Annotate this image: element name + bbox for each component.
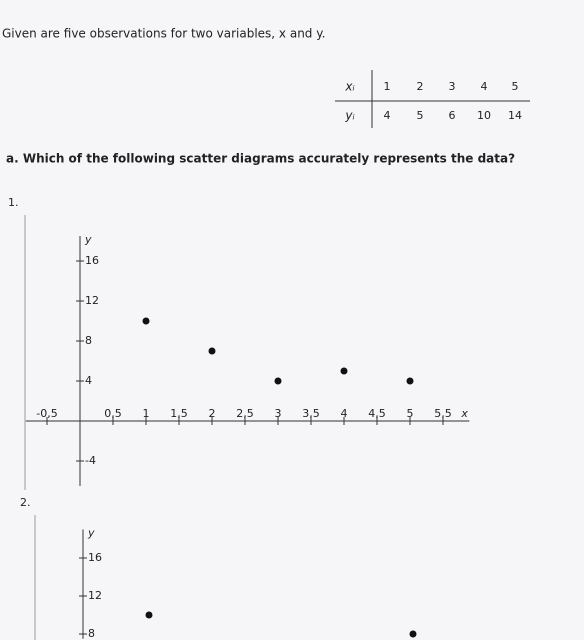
- option-label: 1.: [8, 196, 19, 209]
- x-tick-label: 5: [407, 407, 414, 420]
- point: [145, 611, 153, 619]
- point: [274, 377, 282, 385]
- x-tick-label: 4: [341, 407, 348, 420]
- y-tick-label: 4: [85, 374, 92, 387]
- x-tick-label: 0,5: [104, 407, 122, 420]
- point: [406, 377, 414, 385]
- y-tick-label: 8: [88, 627, 95, 640]
- x-tick-label: 3,5: [302, 407, 320, 420]
- y-tick-label: 12: [88, 589, 102, 602]
- x-tick-label: 4,5: [368, 407, 386, 420]
- table-cell: 2: [417, 80, 424, 93]
- x-tick-label: 3: [275, 407, 282, 420]
- point: [409, 630, 417, 638]
- point: [142, 317, 150, 325]
- y-axis-label: y: [87, 527, 95, 540]
- x-tick-label: 1: [143, 407, 150, 420]
- y-tick-label: 16: [85, 254, 99, 267]
- x-tick-label: 1,5: [170, 407, 188, 420]
- x-axis-label: x: [460, 407, 468, 420]
- intro-text: Given are five observations for two vari…: [2, 27, 325, 41]
- point: [340, 367, 348, 375]
- table-cell: 5: [512, 80, 519, 93]
- table-cell: 4: [481, 80, 488, 93]
- row-label: yᵢ: [344, 109, 354, 123]
- y-tick-label: 12: [85, 294, 99, 307]
- table-cell: 4: [384, 109, 391, 122]
- option-label: 2.: [20, 496, 31, 509]
- table-cell: 5: [417, 109, 424, 122]
- x-tick-label: 5,5: [434, 407, 452, 420]
- table-cell: 14: [508, 109, 522, 122]
- x-tick-label: 2,5: [236, 407, 254, 420]
- row-label: xᵢ: [344, 80, 354, 94]
- y-axis-label: y: [84, 233, 92, 246]
- table-cell: 10: [477, 109, 491, 122]
- question: a. Which of the following scatter diagra…: [6, 152, 515, 166]
- table-cell: 1: [384, 80, 391, 93]
- y-tick-label: 8: [85, 334, 92, 347]
- x-tick-label: -0,5: [36, 407, 57, 420]
- point: [208, 347, 216, 355]
- x-tick-label: 2: [209, 407, 216, 420]
- table-cell: 3: [449, 80, 456, 93]
- table-cell: 6: [449, 109, 456, 122]
- y-tick-label: -4: [85, 454, 96, 467]
- y-tick-label: 16: [88, 551, 102, 564]
